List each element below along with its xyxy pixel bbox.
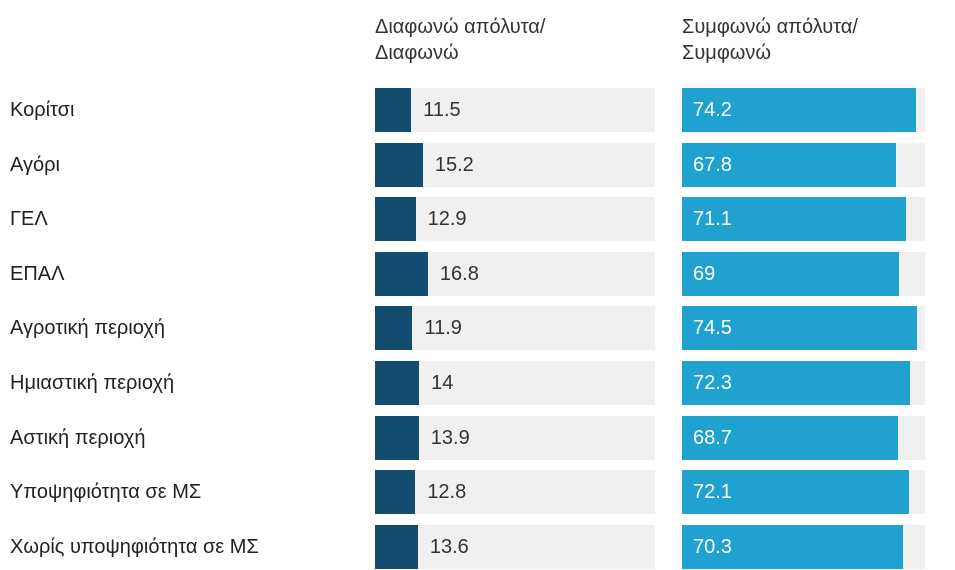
row-label: Κορίτσι xyxy=(10,99,75,121)
bar xyxy=(375,470,416,515)
row-label: Ημιαστική περιοχή xyxy=(10,372,175,394)
bar-background xyxy=(375,88,655,132)
value-label: 13.9 xyxy=(430,426,470,449)
bar xyxy=(682,470,910,515)
value-label: 15.2 xyxy=(434,153,474,176)
value-label: 12.8 xyxy=(427,481,467,504)
value-label: 14 xyxy=(431,372,454,394)
column-header: Συμφωνώ απόλυτα/ Συμφωνώ xyxy=(682,16,858,64)
value-label: 74.2 xyxy=(693,99,732,121)
bar-background xyxy=(375,197,655,242)
bar xyxy=(375,142,423,187)
bar xyxy=(375,415,419,460)
bar-background xyxy=(375,306,655,351)
value-label: 74.5 xyxy=(693,317,732,340)
value-label: 69 xyxy=(693,262,716,285)
column-header: Διαφωνώ απόλυτα/ Διαφωνώ xyxy=(375,16,546,64)
bar-background xyxy=(375,361,655,405)
bar xyxy=(682,524,904,569)
row-label: ΓΕΛ xyxy=(10,208,48,231)
bar xyxy=(682,251,900,296)
bar xyxy=(682,361,910,405)
value-label: 11.9 xyxy=(424,317,462,340)
bar xyxy=(682,142,896,187)
value-label: 12.9 xyxy=(427,208,467,231)
row-label: ΕΠΑΛ xyxy=(10,262,65,285)
bar-background xyxy=(375,415,655,460)
value-label: 68.7 xyxy=(693,426,732,449)
bar xyxy=(682,88,916,132)
bar-background xyxy=(375,470,655,515)
row-label: Χωρίς υποψηφιότητα σε ΜΣ xyxy=(10,535,259,558)
bar xyxy=(375,88,412,132)
value-label: 70.3 xyxy=(693,535,732,558)
bar xyxy=(375,361,420,405)
value-label: 13.6 xyxy=(429,535,469,558)
value-label: 71.1 xyxy=(693,208,732,231)
value-label: 72.3 xyxy=(693,372,732,394)
value-label: 72.1 xyxy=(693,481,732,504)
value-label: 67.8 xyxy=(693,153,732,176)
row-label: Αγόρι xyxy=(10,153,60,176)
bar xyxy=(375,197,416,242)
bar xyxy=(682,197,906,242)
value-label: 16.8 xyxy=(439,262,479,285)
row-label: Αστική περιοχή xyxy=(10,426,146,449)
row-label: Αγροτική περιοχή xyxy=(10,317,165,340)
value-label: 11.5 xyxy=(423,99,461,121)
bar xyxy=(682,415,899,460)
bar xyxy=(375,251,428,296)
bar xyxy=(375,524,418,569)
bar xyxy=(375,306,413,351)
bar xyxy=(682,306,917,351)
row-label: Υποψηφιότητα σε ΜΣ xyxy=(10,481,202,504)
bar-background xyxy=(375,524,655,569)
